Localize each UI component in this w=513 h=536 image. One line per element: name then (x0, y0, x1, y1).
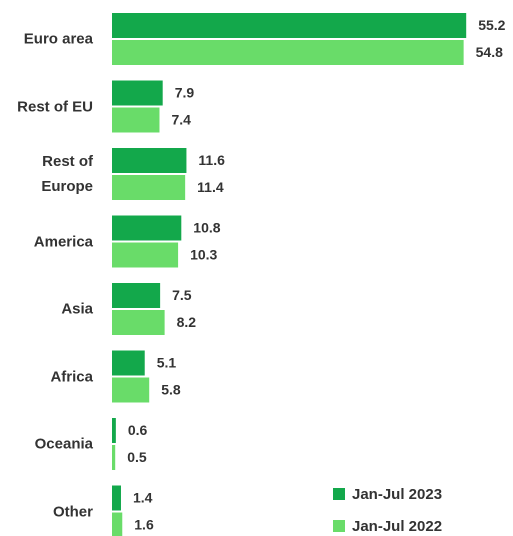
value-label: 11.4 (197, 179, 224, 195)
value-label: 7.9 (175, 85, 195, 101)
category-label: Rest of Europe (41, 153, 93, 195)
value-label: 1.6 (134, 517, 154, 533)
bar (112, 310, 165, 335)
value-label: 11.6 (198, 152, 225, 168)
value-label: 7.5 (172, 287, 192, 303)
bar (112, 445, 116, 470)
category-label: Asia (61, 300, 93, 318)
bar (112, 80, 163, 106)
category-label: Rest of EU (17, 98, 93, 115)
legend-swatch (333, 488, 345, 500)
bar (112, 107, 160, 133)
value-label: 1.4 (133, 490, 153, 506)
category-label: Other (52, 503, 93, 520)
value-label: 7.4 (171, 112, 191, 128)
bar (112, 418, 116, 443)
value-label: 54.8 (476, 44, 503, 60)
category-label: Oceania (34, 435, 93, 453)
value-label: 8.2 (177, 314, 197, 330)
value-label: 0.6 (128, 422, 148, 438)
bar (112, 148, 187, 173)
value-label: 5.8 (161, 382, 181, 398)
bar (112, 377, 150, 403)
bar (112, 175, 186, 200)
legend-swatch (333, 520, 345, 532)
bar (112, 13, 467, 38)
value-label: 0.5 (127, 449, 147, 465)
category-label: Africa (50, 368, 93, 385)
value-label: 10.3 (190, 247, 217, 263)
bar (112, 512, 123, 536)
value-label: 55.2 (478, 17, 505, 33)
bar (112, 215, 182, 241)
bar (112, 350, 145, 376)
bar (112, 283, 161, 308)
bar (112, 40, 464, 65)
category-label: Euro area (23, 30, 93, 48)
legend-label: Jan-Jul 2022 (352, 518, 442, 535)
value-label: 5.1 (157, 355, 177, 371)
bar (112, 485, 121, 511)
category-label: America (33, 233, 93, 250)
bar (112, 242, 179, 268)
value-label: 10.8 (193, 220, 220, 236)
legend-label: Jan-Jul 2023 (352, 486, 442, 503)
